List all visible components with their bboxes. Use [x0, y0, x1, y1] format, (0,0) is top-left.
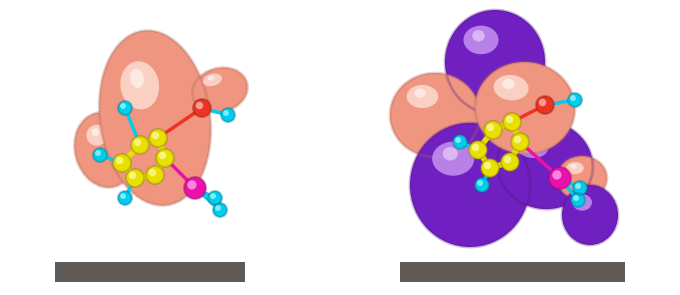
Circle shape: [126, 169, 144, 187]
Circle shape: [116, 157, 123, 164]
Circle shape: [503, 113, 521, 131]
Circle shape: [453, 135, 467, 149]
Ellipse shape: [475, 62, 575, 154]
Ellipse shape: [92, 128, 99, 136]
Ellipse shape: [443, 147, 458, 160]
Circle shape: [477, 180, 483, 186]
Ellipse shape: [573, 194, 592, 211]
Ellipse shape: [390, 73, 480, 157]
Ellipse shape: [472, 30, 485, 42]
Bar: [55, 262, 245, 282]
Circle shape: [549, 167, 571, 189]
Ellipse shape: [120, 61, 159, 109]
Circle shape: [573, 195, 579, 201]
Ellipse shape: [192, 68, 248, 112]
Ellipse shape: [571, 164, 577, 169]
Circle shape: [184, 177, 206, 199]
Circle shape: [158, 152, 166, 159]
Circle shape: [513, 136, 522, 143]
Circle shape: [575, 183, 581, 189]
Ellipse shape: [99, 30, 211, 206]
Ellipse shape: [130, 69, 144, 88]
Circle shape: [571, 193, 585, 207]
Circle shape: [552, 170, 562, 180]
Ellipse shape: [562, 185, 618, 245]
Circle shape: [568, 93, 582, 107]
Circle shape: [215, 205, 221, 211]
Ellipse shape: [503, 79, 515, 89]
Circle shape: [481, 159, 499, 177]
Circle shape: [93, 148, 107, 162]
Circle shape: [196, 102, 203, 109]
Ellipse shape: [410, 123, 530, 247]
Ellipse shape: [407, 85, 438, 108]
Circle shape: [149, 169, 156, 176]
Circle shape: [506, 116, 513, 123]
Circle shape: [118, 101, 132, 115]
Ellipse shape: [557, 156, 607, 200]
Circle shape: [129, 172, 136, 179]
Circle shape: [187, 180, 197, 190]
Circle shape: [146, 166, 164, 184]
Ellipse shape: [207, 76, 214, 81]
Circle shape: [120, 103, 126, 109]
Circle shape: [475, 178, 489, 192]
Ellipse shape: [445, 10, 545, 114]
Circle shape: [95, 150, 101, 156]
Ellipse shape: [524, 137, 535, 147]
Circle shape: [221, 108, 235, 122]
Circle shape: [223, 110, 229, 116]
Ellipse shape: [415, 88, 426, 98]
Circle shape: [149, 129, 167, 147]
Circle shape: [193, 99, 211, 117]
Circle shape: [455, 137, 461, 143]
Ellipse shape: [515, 133, 549, 158]
Circle shape: [208, 191, 222, 205]
Ellipse shape: [494, 75, 528, 100]
Circle shape: [131, 136, 149, 154]
Circle shape: [487, 124, 494, 131]
Ellipse shape: [86, 125, 107, 146]
Circle shape: [469, 141, 487, 159]
Circle shape: [570, 95, 576, 101]
Ellipse shape: [577, 197, 584, 203]
Circle shape: [483, 162, 491, 169]
Ellipse shape: [566, 162, 583, 174]
Circle shape: [120, 193, 126, 199]
Circle shape: [152, 132, 159, 139]
Circle shape: [573, 181, 587, 195]
Ellipse shape: [203, 73, 222, 86]
Circle shape: [504, 156, 511, 163]
Circle shape: [156, 149, 174, 167]
Bar: [400, 262, 625, 282]
Ellipse shape: [464, 26, 498, 54]
Ellipse shape: [74, 112, 135, 188]
Circle shape: [210, 193, 216, 199]
Circle shape: [213, 203, 227, 217]
Circle shape: [472, 144, 479, 151]
Ellipse shape: [432, 142, 474, 176]
Circle shape: [484, 121, 502, 139]
Circle shape: [501, 153, 519, 171]
Circle shape: [113, 154, 131, 172]
Ellipse shape: [497, 121, 593, 209]
Circle shape: [511, 133, 529, 151]
Circle shape: [118, 191, 132, 205]
Circle shape: [539, 99, 546, 106]
Circle shape: [134, 139, 141, 146]
Circle shape: [536, 96, 554, 114]
